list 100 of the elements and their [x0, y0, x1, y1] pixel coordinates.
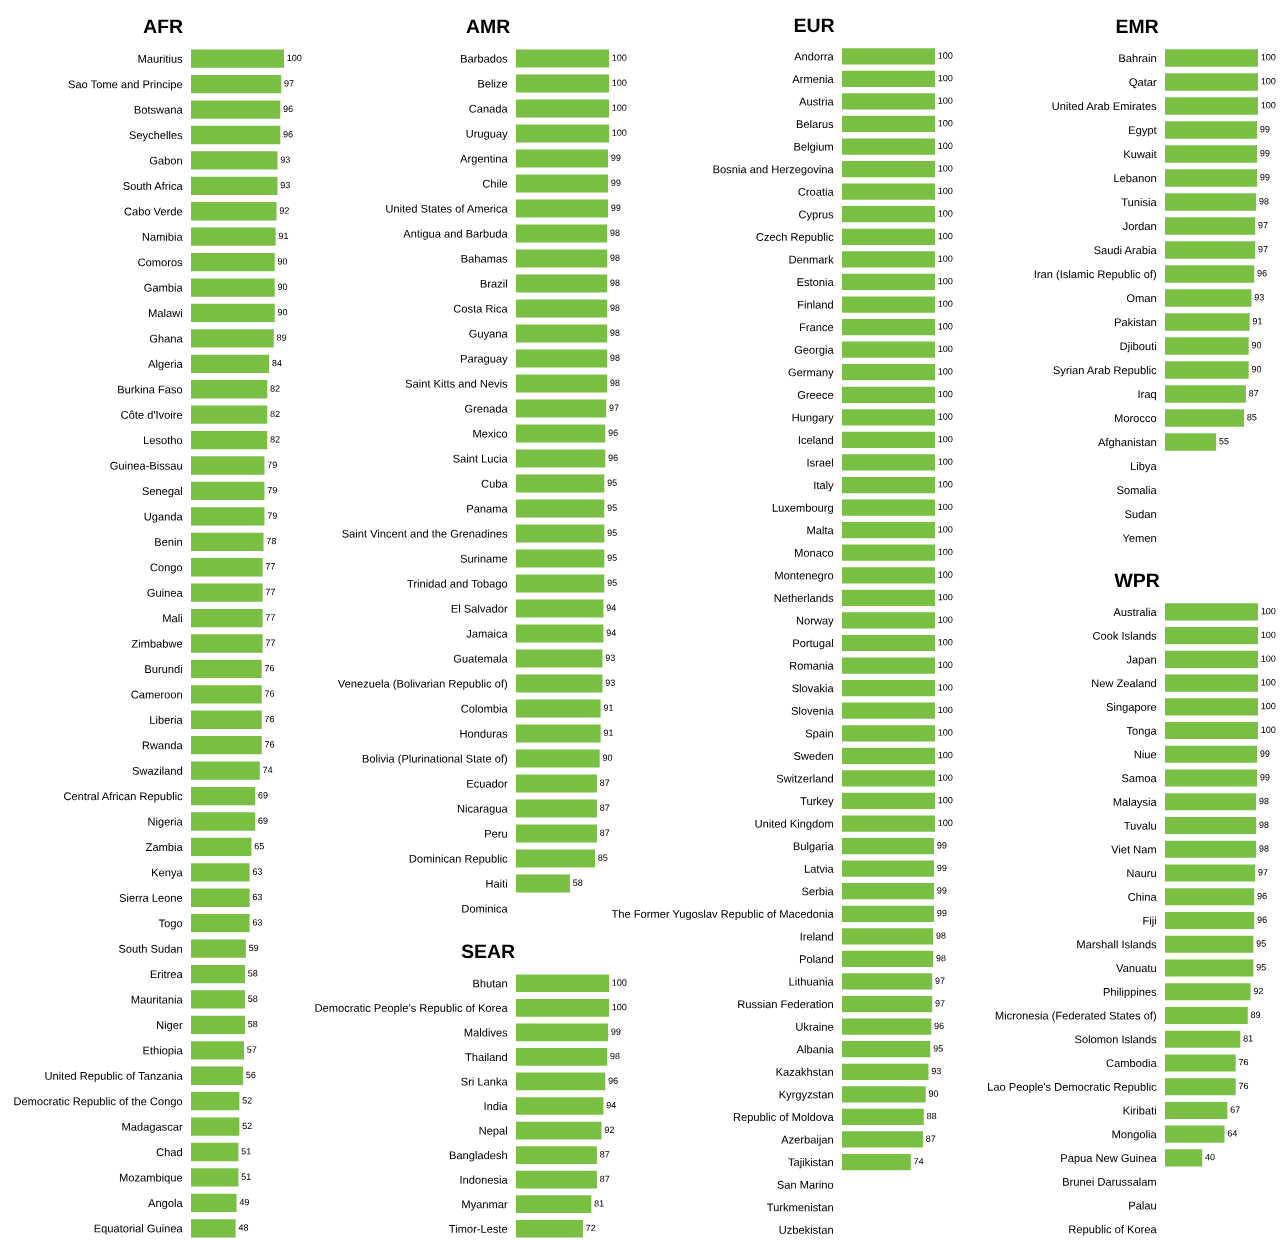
data-label: 98 [1259, 845, 1269, 852]
bar [842, 273, 935, 291]
y-tick-label: Greece [797, 391, 834, 399]
data-label: 96 [608, 1077, 618, 1084]
data-label: 82 [270, 410, 280, 418]
y-tick-label: Dominica [462, 904, 508, 913]
y-tick-label: Jordan [1122, 221, 1156, 231]
data-label: 79 [267, 486, 277, 494]
bar [842, 160, 935, 178]
bar [516, 174, 609, 193]
bar [1165, 603, 1258, 621]
y-tick-label: Viet Nam [1111, 845, 1156, 854]
y-tick-label: Venezuela (Bolivarian Republic of) [337, 679, 507, 690]
bar [516, 399, 607, 418]
y-tick-label: Somalia [1117, 485, 1157, 495]
data-label: 93 [280, 156, 290, 163]
bar [1165, 1006, 1248, 1025]
bar [1165, 959, 1254, 977]
bar [842, 138, 935, 155]
data-label: 76 [264, 741, 275, 748]
bar [842, 792, 935, 810]
y-tick-label: Croatia [798, 187, 834, 196]
bar [1165, 145, 1258, 163]
y-tick-label: Yemen [1122, 534, 1156, 543]
y-tick-label: Libya [1131, 461, 1157, 473]
data-label: 58 [248, 970, 258, 977]
y-tick-label: Andorra [794, 52, 834, 61]
y-tick-label: Saint Vincent and the Grenadines [342, 529, 508, 538]
bar [191, 74, 282, 94]
y-tick-label: Cambodia [1106, 1058, 1157, 1068]
bar [516, 674, 603, 693]
y-tick-label: Liberia [150, 715, 183, 724]
data-label: 95 [607, 504, 617, 511]
bar [1165, 313, 1250, 331]
bar [191, 1092, 240, 1111]
chart-title: AMR [466, 19, 510, 34]
data-label: 94 [606, 629, 616, 636]
data-label: 98 [610, 254, 620, 261]
bar [842, 973, 933, 990]
data-label: 88 [927, 1112, 937, 1120]
bar [191, 202, 277, 221]
y-tick-label: India [484, 1101, 508, 1111]
y-tick-label: Comoros [138, 258, 183, 267]
data-label: 77 [265, 639, 275, 646]
y-tick-label: Solomon Islands [1075, 1035, 1157, 1044]
y-tick-label: Mali [163, 614, 182, 623]
bar [191, 227, 276, 246]
data-label: 99 [611, 204, 621, 211]
bar [842, 364, 935, 381]
y-tick-label: Jamaica [466, 629, 508, 638]
data-label: 49 [239, 1198, 249, 1206]
bar [191, 837, 252, 857]
chart-title: WPR [1114, 573, 1160, 588]
bar [191, 303, 275, 323]
bar [516, 524, 605, 543]
y-tick-label: Malta [807, 526, 834, 535]
y-tick-label: Guyana [469, 329, 508, 340]
y-tick-label: Kenya [152, 868, 183, 879]
data-label: 99 [1260, 126, 1270, 133]
bar [842, 93, 935, 110]
data-label: 93 [605, 654, 615, 661]
bar [516, 649, 603, 668]
data-label: 100 [938, 639, 953, 646]
data-label: 100 [938, 751, 953, 759]
y-tick-label: United States of America [386, 204, 508, 213]
data-label: 93 [605, 679, 615, 686]
data-label: 55 [1219, 438, 1229, 445]
bar [1165, 769, 1258, 787]
y-tick-label: Czech Republic [756, 232, 834, 244]
bar [191, 659, 262, 679]
data-label: 99 [937, 842, 947, 849]
y-tick-label: Sri Lanka [461, 1077, 508, 1086]
bar [842, 680, 935, 697]
y-tick-label: Republic of Korea [1069, 1225, 1157, 1236]
bar [842, 1018, 932, 1035]
bar [842, 837, 935, 855]
data-label: 84 [272, 359, 282, 367]
data-label: 52 [242, 1097, 252, 1104]
data-label: 58 [248, 995, 258, 1002]
data-label: 100 [938, 796, 953, 804]
y-tick-label: El Salvador [451, 604, 508, 613]
data-label: 90 [277, 258, 288, 265]
y-tick-label: Burkina Faso [118, 385, 183, 394]
y-tick-label: Azerbaijan [781, 1135, 833, 1146]
bar [842, 747, 935, 764]
bar [1165, 793, 1257, 811]
data-label: 100 [938, 142, 953, 149]
bar [1165, 983, 1251, 1001]
y-tick-label: Samoa [1121, 774, 1157, 783]
y-tick-label: Haiti [486, 879, 507, 888]
y-tick-label: Peru [485, 829, 507, 838]
y-tick-label: Russian Federation [738, 1000, 833, 1009]
y-tick-label: Belarus [796, 119, 834, 129]
y-tick-label: Syrian Arab Republic [1053, 365, 1157, 377]
bar [842, 883, 935, 900]
y-tick-label: France [800, 323, 834, 332]
y-tick-label: Ireland [800, 932, 833, 941]
bar [516, 1219, 583, 1238]
bar [842, 70, 935, 87]
data-label: 63 [252, 868, 263, 875]
